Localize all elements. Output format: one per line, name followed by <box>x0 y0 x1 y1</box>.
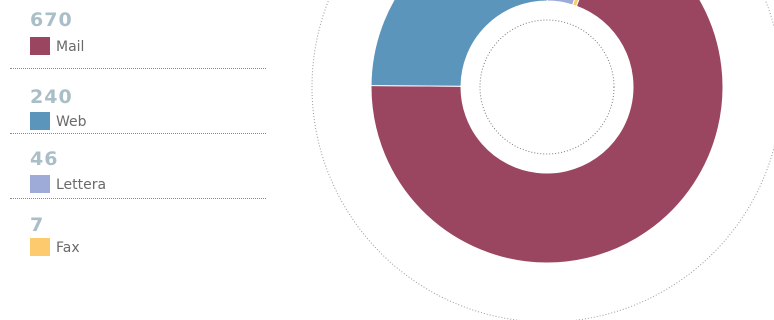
inner-guide-ring <box>479 19 615 155</box>
legend-label-mail: Mail <box>56 39 85 55</box>
legend-swatch-fax <box>30 238 50 256</box>
legend-value-web: 240 <box>30 86 73 108</box>
legend-item-web: 240 Web <box>10 86 266 146</box>
legend-item-fax: 7 Fax <box>10 214 266 274</box>
legend-swatch-web <box>30 112 50 130</box>
legend-value-mail: 670 <box>30 9 73 31</box>
legend-label-fax: Fax <box>56 240 80 256</box>
legend-divider <box>10 68 266 69</box>
legend-swatch-lettera <box>30 175 50 193</box>
legend-label-web: Web <box>56 114 87 130</box>
donut-chart <box>311 0 774 320</box>
legend-divider <box>10 198 266 199</box>
legend-swatch-mail <box>30 37 50 55</box>
legend-value-fax: 7 <box>30 214 45 236</box>
legend-item-lettera: 46 Lettera <box>10 148 266 208</box>
legend-divider <box>10 133 266 134</box>
donut-hole <box>461 1 633 173</box>
legend-item-mail: 670 Mail <box>10 9 266 69</box>
legend-label-lettera: Lettera <box>56 177 107 193</box>
legend-value-lettera: 46 <box>30 148 59 170</box>
